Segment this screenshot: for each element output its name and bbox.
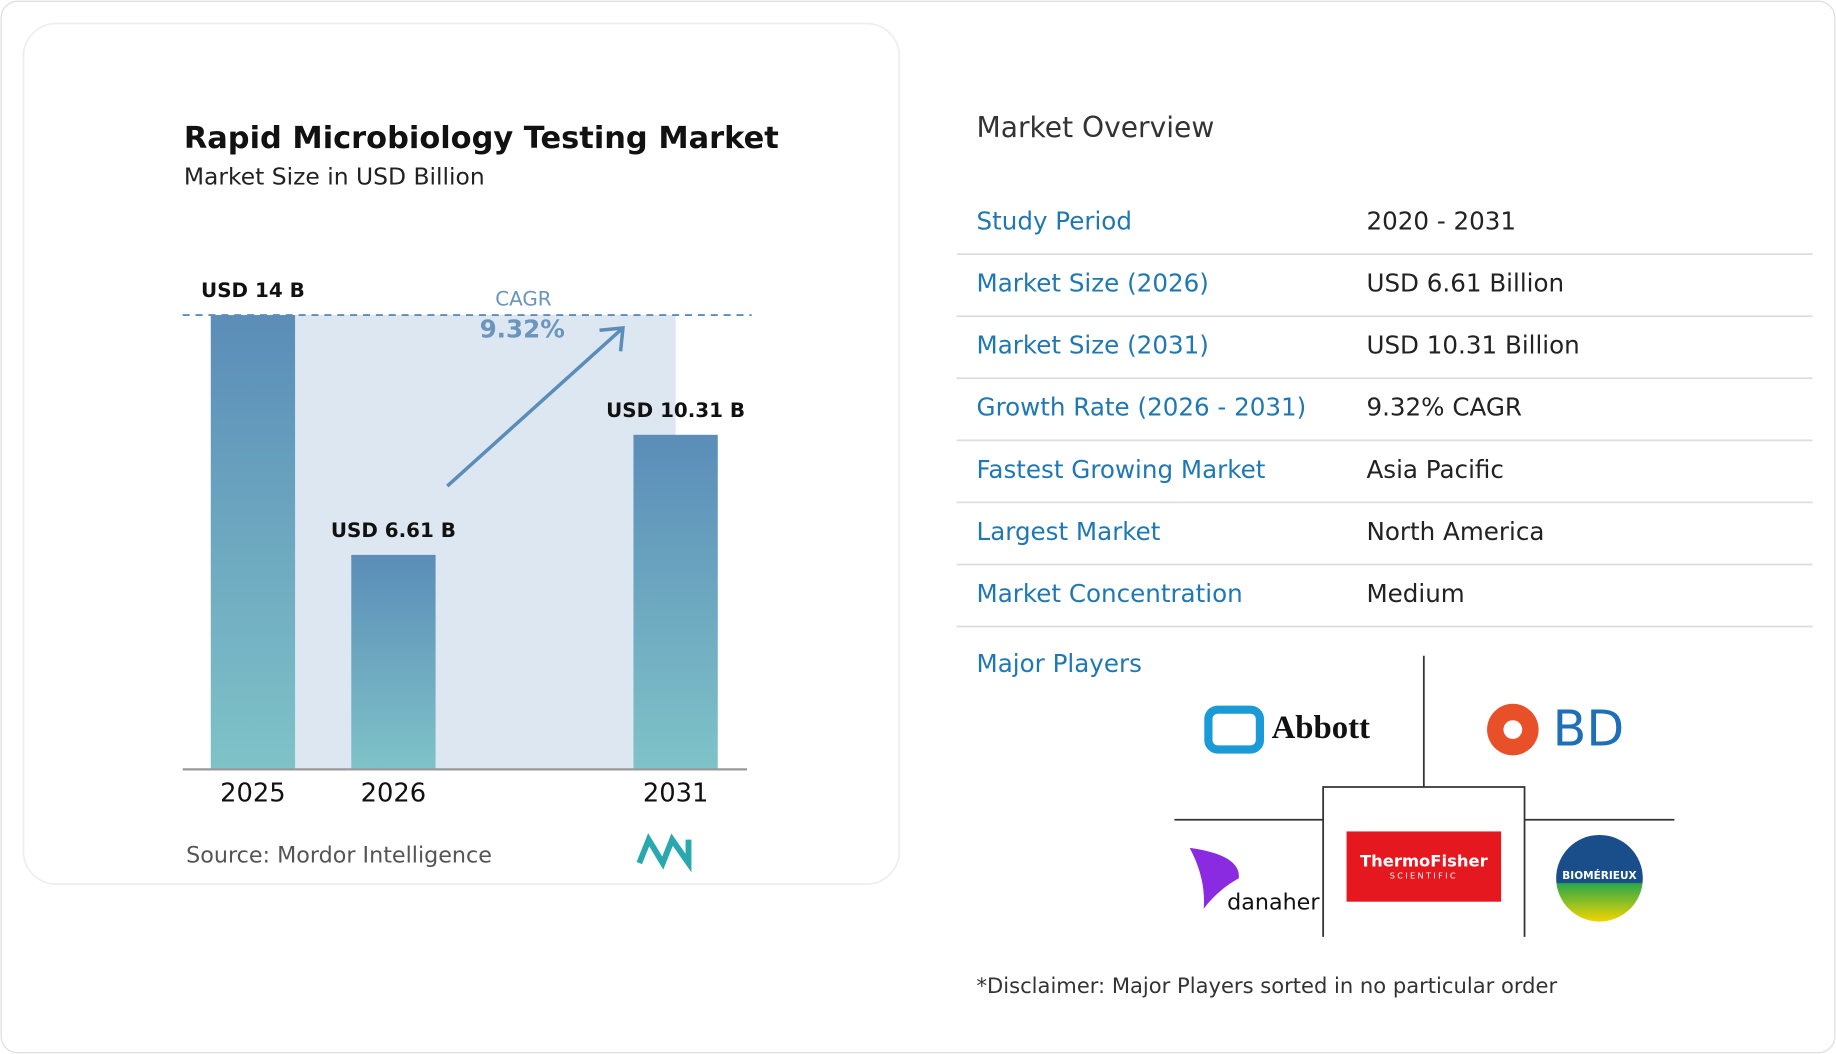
reference-area <box>252 315 676 770</box>
player-logo: BD <box>1553 699 1625 757</box>
biomerieux-icon <box>1556 834 1643 922</box>
abbott-icon <box>1204 705 1265 754</box>
value-label: USD 10.31 B <box>606 399 745 422</box>
value-label: USD 14 B <box>201 279 305 302</box>
overview-title: Market Overview <box>977 111 1215 144</box>
value-label: USD 6.61 B <box>331 519 456 542</box>
chart: USD 14 B 2025 USD 6.61 B 2026 USD 10.31 B 203… <box>182 279 752 808</box>
cagr-arrow <box>446 325 625 488</box>
player-logo: Abbott <box>1272 710 1370 746</box>
source: Source: Mordor Intelligence <box>186 843 492 869</box>
row-label: Growth Rate (2026 - 2031) <box>977 393 1307 422</box>
cagr-label: CAGR <box>495 287 552 310</box>
player-logo: ThermoFisher <box>1360 851 1489 870</box>
overview-table: Study Period 2020 - 2031 Market Size (2026… <box>956 207 1813 628</box>
x-tick-label: 2026 <box>361 778 427 808</box>
row-label: Study Period <box>977 207 1132 236</box>
bd-icon-center <box>1503 720 1523 739</box>
x-tick-label: 2025 <box>220 778 286 808</box>
bar <box>633 434 718 770</box>
row-value: 9.32% CAGR <box>1366 393 1522 422</box>
row-label: Largest Market <box>977 517 1161 546</box>
player-logo: BIOMÉRIEUX <box>1562 869 1636 882</box>
player-logo: SCIENTIFIC <box>1390 870 1458 880</box>
cagr-value: 9.32% <box>480 314 565 343</box>
row-value: Medium <box>1366 579 1464 608</box>
row-label: Market Size (2026) <box>977 269 1209 298</box>
players-title: Major Players <box>977 649 1142 678</box>
chart-subtitle: Market Size in USD Billion <box>184 163 485 191</box>
row-label: Fastest Growing Market <box>977 455 1266 484</box>
row-value: North America <box>1366 517 1544 546</box>
x-tick-label: 2031 <box>643 778 709 808</box>
thermo-box <box>1346 831 1502 902</box>
row-label: Market Size (2031) <box>977 331 1209 360</box>
player-logo: danaher <box>1227 889 1320 915</box>
danaher-icon <box>1189 847 1239 909</box>
disclaimer: *Disclaimer: Major Players sorted in no … <box>977 973 1558 998</box>
row-value: 2020 - 2031 <box>1366 207 1516 236</box>
row-label: Market Concentration <box>977 579 1243 608</box>
row-value: Asia Pacific <box>1366 455 1503 484</box>
row-value: USD 6.61 Billion <box>1366 269 1564 298</box>
bar <box>210 315 296 770</box>
chart-title: Rapid Microbiology Testing Market <box>184 121 779 156</box>
bar <box>351 554 436 770</box>
row-value: USD 10.31 Billion <box>1366 331 1579 360</box>
mi-logo <box>636 833 692 873</box>
players-grid <box>1174 655 1675 937</box>
